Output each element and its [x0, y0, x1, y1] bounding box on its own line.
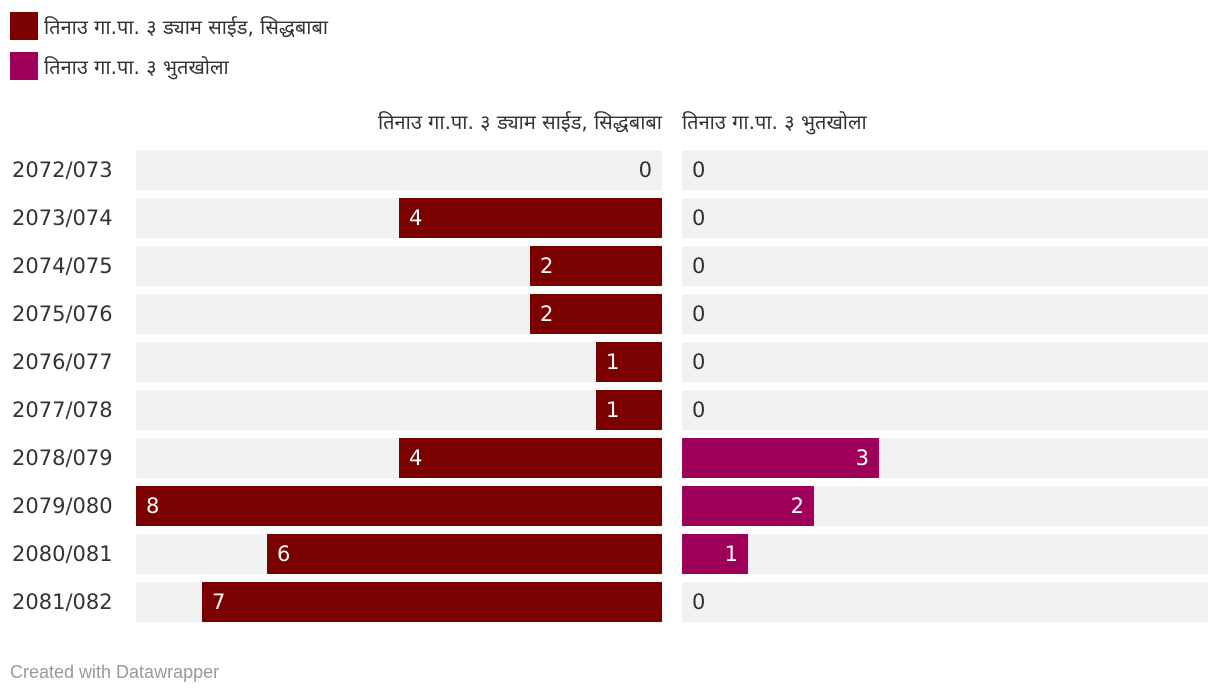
- legend-item-series-2: तिनाउ गा.पा. ३ भुतखोला: [10, 52, 328, 80]
- value-label-series-2: 3: [855, 446, 869, 470]
- value-label-series-1: 2: [540, 302, 554, 326]
- bar-track-right: [682, 342, 1208, 382]
- bar-track-right: [682, 150, 1208, 190]
- panel-title-right: तिनाउ गा.पा. ३ भुतखोला: [682, 110, 867, 134]
- legend-label-series-1: तिनाउ गा.पा. ३ ड्याम साईड, सिद्धबाबा: [44, 14, 329, 39]
- legend-item-series-1: तिनाउ गा.पा. ३ ड्याम साईड, सिद्धबाबा: [10, 12, 328, 40]
- value-label-series-1: 4: [409, 206, 423, 230]
- value-label-series-2: 0: [692, 590, 706, 614]
- value-label-series-2: 0: [692, 158, 706, 182]
- value-label-series-2: 0: [692, 254, 706, 278]
- legend-swatch-series-2: [10, 52, 38, 80]
- bar-series-1: [267, 534, 662, 574]
- bar-track-left: [136, 342, 662, 382]
- bar-track-right: [682, 390, 1208, 430]
- value-label-series-1: 4: [409, 446, 423, 470]
- legend-label-series-2: तिनाउ गा.पा. ३ भुतखोला: [44, 54, 229, 79]
- bar-series-1: [399, 198, 662, 238]
- value-label-series-2: 2: [790, 494, 804, 518]
- category-label: 2074/075: [12, 254, 113, 278]
- panel-title-left: तिनाउ गा.पा. ३ ड्याम साईड, सिद्धबाबा: [377, 110, 662, 134]
- bar-series-1: [202, 582, 662, 622]
- bar-track-right: [682, 246, 1208, 286]
- bar-series-1: [530, 294, 662, 334]
- bar-series-1: [596, 342, 662, 382]
- value-label-series-1: 0: [638, 158, 652, 182]
- bar-track-right: [682, 534, 1208, 574]
- bar-track-right: [682, 582, 1208, 622]
- category-label: 2079/080: [12, 494, 113, 518]
- bar-series-1: [530, 246, 662, 286]
- value-label-series-2: 1: [724, 542, 738, 566]
- legend: तिनाउ गा.पा. ३ ड्याम साईड, सिद्धबाबा तिन…: [10, 12, 328, 92]
- bar-track-right: [682, 198, 1208, 238]
- category-label: 2073/074: [12, 206, 113, 230]
- category-label: 2080/081: [12, 542, 113, 566]
- value-label-series-1: 2: [540, 254, 554, 278]
- category-label: 2078/079: [12, 446, 113, 470]
- bar-series-2: [682, 438, 879, 478]
- legend-swatch-series-1: [10, 12, 38, 40]
- category-label: 2081/082: [12, 590, 113, 614]
- category-label: 2076/077: [12, 350, 113, 374]
- bar-series-2: [682, 534, 748, 574]
- bar-series-2: [682, 486, 814, 526]
- value-label-series-2: 0: [692, 398, 706, 422]
- category-label: 2077/078: [12, 398, 113, 422]
- value-label-series-2: 0: [692, 350, 706, 374]
- value-label-series-2: 0: [692, 206, 706, 230]
- bar-track-right: [682, 294, 1208, 334]
- bar-series-1: [399, 438, 662, 478]
- bar-track-left: [136, 390, 662, 430]
- bar-series-1: [596, 390, 662, 430]
- value-label-series-1: 1: [606, 350, 620, 374]
- value-label-series-2: 0: [692, 302, 706, 326]
- footer-credit: Created with Datawrapper: [10, 662, 220, 682]
- bar-series-1: [136, 486, 662, 526]
- value-label-series-1: 6: [277, 542, 291, 566]
- category-label: 2075/076: [12, 302, 113, 326]
- bar-track-left: [136, 150, 662, 190]
- value-label-series-1: 8: [146, 494, 160, 518]
- value-label-series-1: 1: [606, 398, 620, 422]
- value-label-series-1: 7: [212, 590, 226, 614]
- category-label: 2072/073: [12, 158, 113, 182]
